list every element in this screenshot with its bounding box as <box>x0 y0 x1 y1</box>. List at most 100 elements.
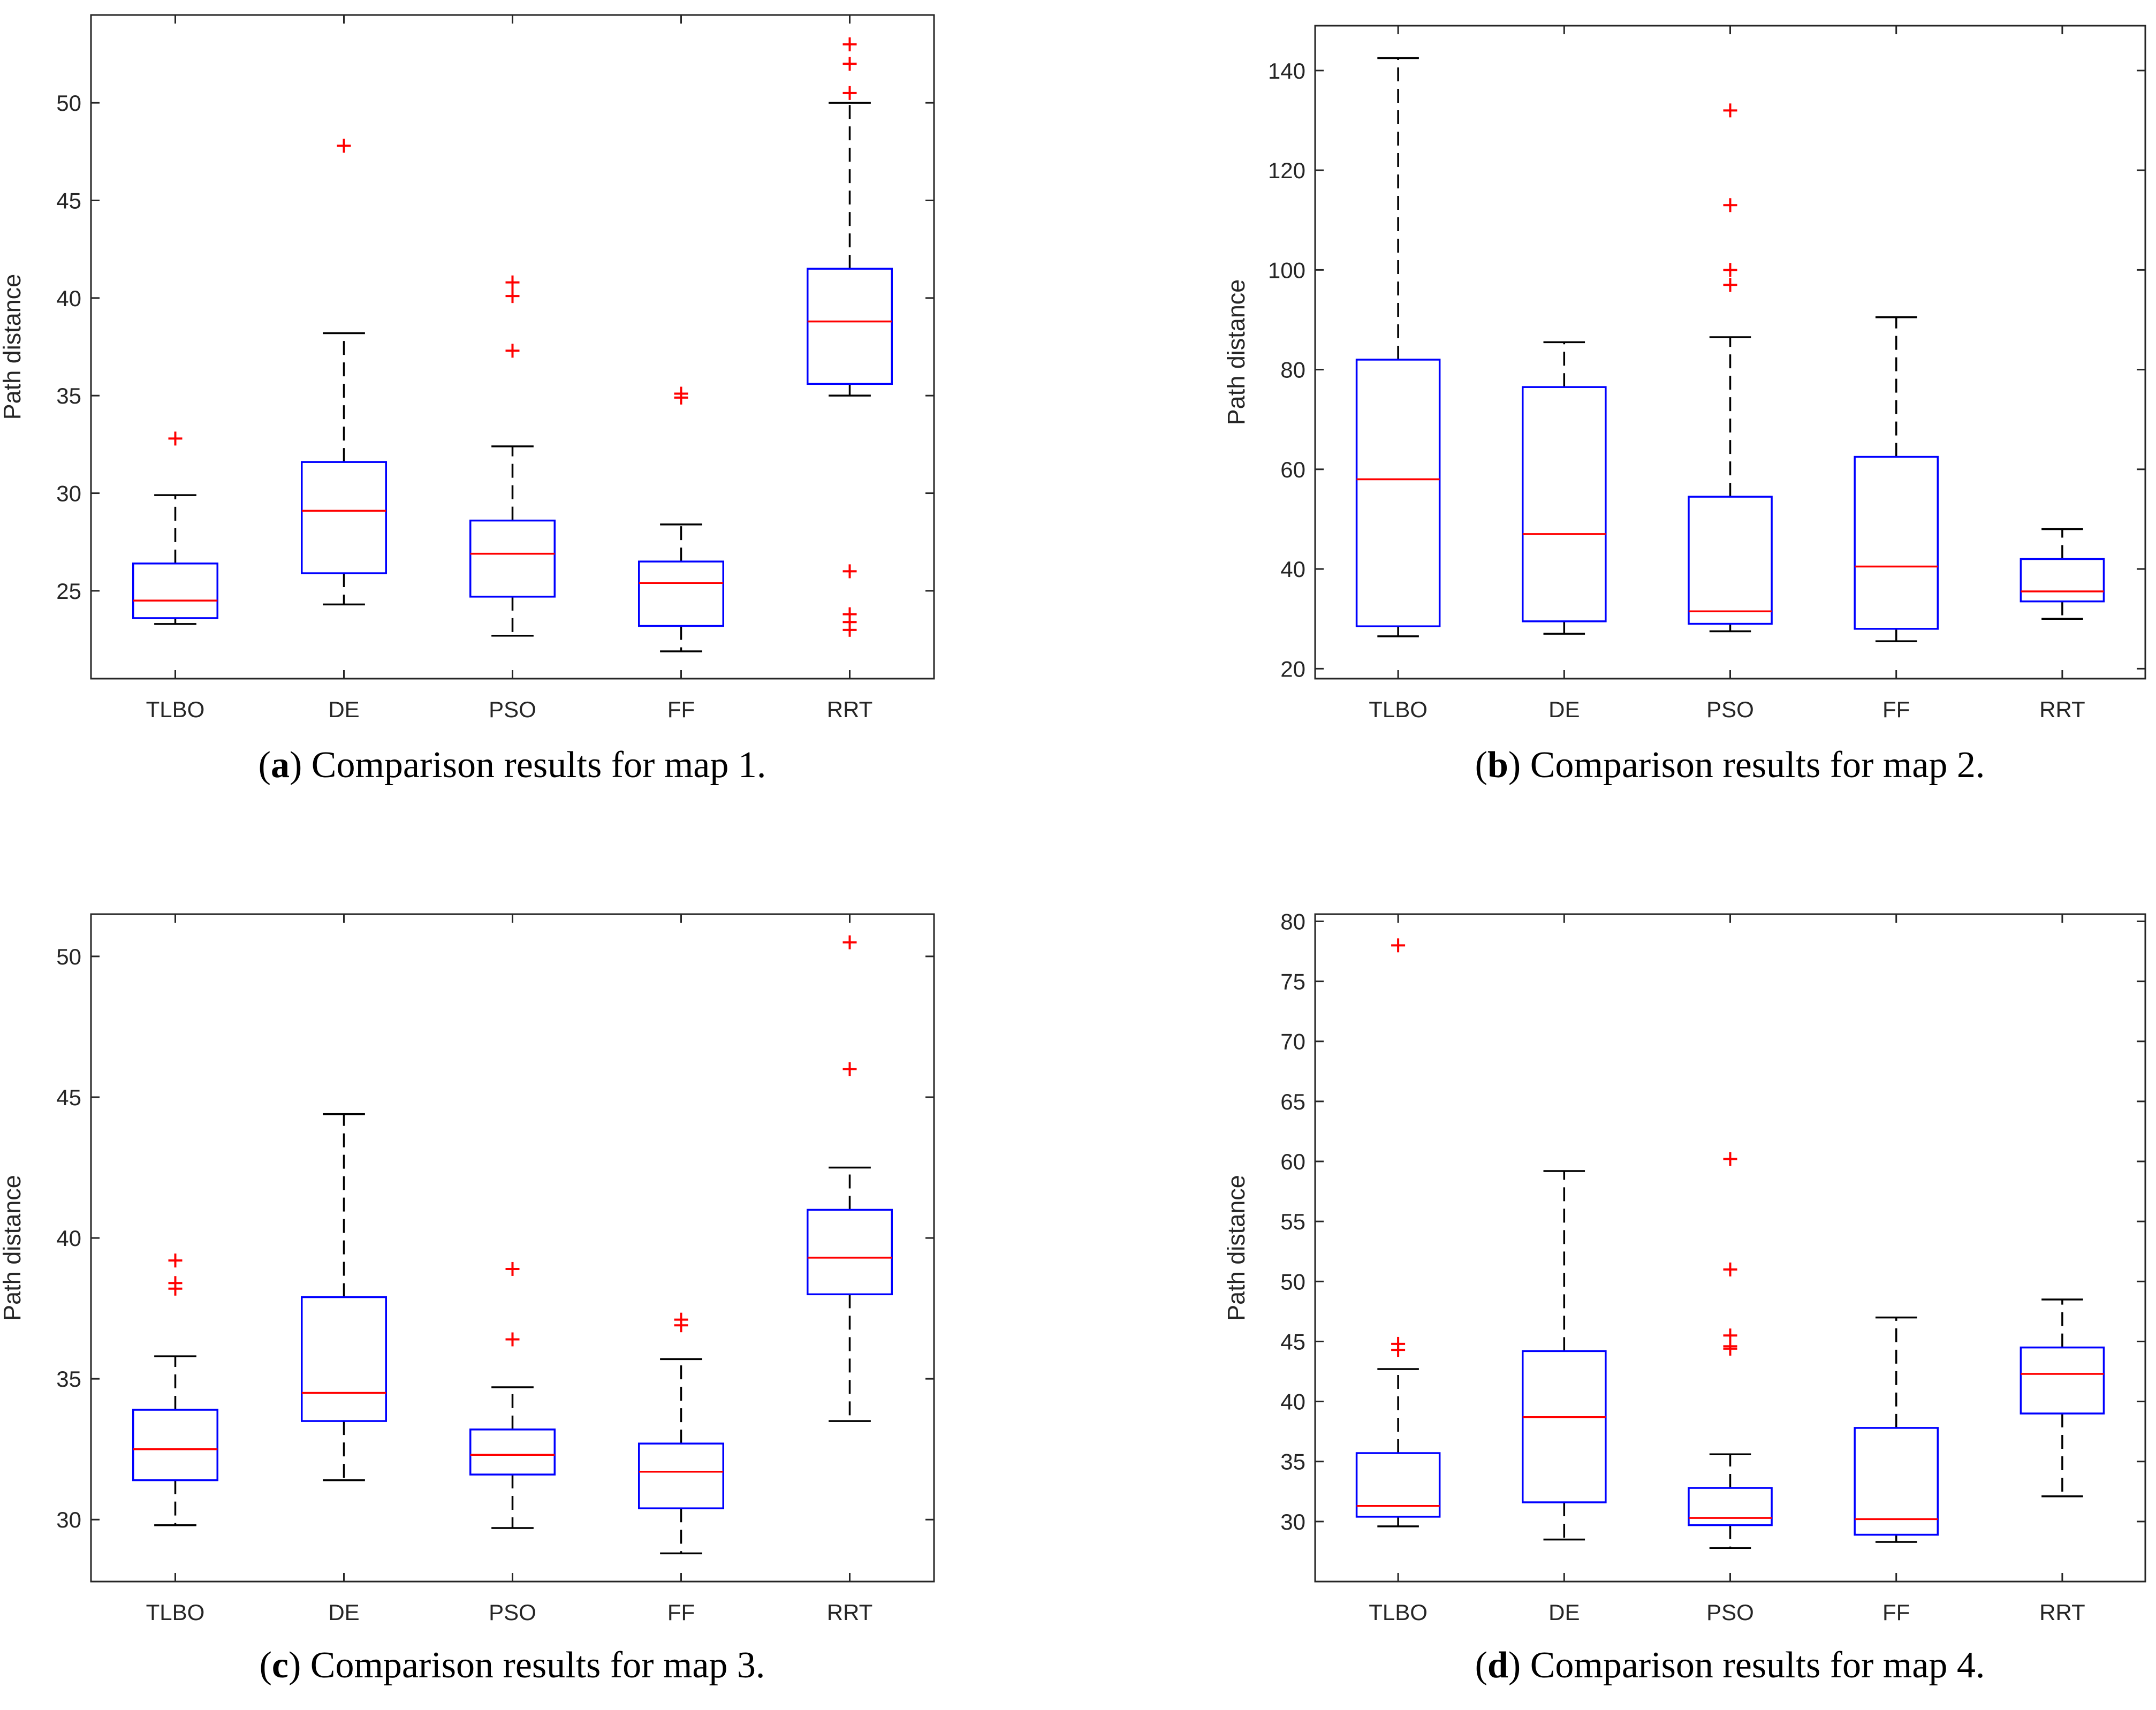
y-tick-label: 65 <box>1280 1089 1305 1114</box>
caption-paren-open: ( <box>1475 1645 1487 1686</box>
outlier-marker <box>674 1312 688 1327</box>
caption-tag: d <box>1487 1645 1508 1686</box>
box-pso <box>469 275 556 637</box>
box-ff <box>1854 1316 1939 1543</box>
x-tick-label: DE <box>328 697 359 722</box>
x-tick-label: TLBO <box>1369 697 1428 722</box>
y-axis-label: Path distance <box>1223 279 1250 425</box>
box-tlbo <box>1355 57 1441 637</box>
x-tick-label: FF <box>667 1600 695 1625</box>
y-tick-label: 30 <box>56 1507 81 1532</box>
y-tick-label: 80 <box>1280 909 1305 934</box>
outlier-marker <box>168 1253 183 1268</box>
outlier-marker <box>168 431 183 446</box>
panel-caption: (d) Comparison results for map 4. <box>1475 1645 1985 1686</box>
iqr-box <box>638 560 724 627</box>
iqr-box <box>1522 386 1607 622</box>
y-tick-label: 60 <box>1280 1149 1305 1174</box>
box-pso <box>469 1261 556 1529</box>
y-tick-label: 140 <box>1268 58 1305 83</box>
iqr-box <box>1854 1427 1939 1536</box>
caption-tag: b <box>1487 744 1508 786</box>
y-tick-label: 70 <box>1280 1029 1305 1054</box>
box-de <box>1522 341 1607 635</box>
outlier-marker <box>842 564 857 579</box>
caption-paren-close: ) <box>289 1645 310 1686</box>
iqr-box <box>1522 1350 1607 1503</box>
iqr-box <box>1854 455 1939 630</box>
caption-text: Comparison results for map 3. <box>310 1645 765 1686</box>
x-tick-label: RRT <box>827 1600 873 1625</box>
box-de <box>301 1113 387 1481</box>
y-tick-label: 120 <box>1268 158 1305 183</box>
x-tick-label: PSO <box>1706 1600 1754 1625</box>
x-tick-label: DE <box>1548 1600 1580 1625</box>
y-tick-label: 35 <box>1280 1449 1305 1475</box>
box-pso <box>1688 1152 1773 1549</box>
iqr-box <box>132 1409 218 1481</box>
y-tick-label: 40 <box>56 286 81 311</box>
outlier-marker <box>505 1332 520 1347</box>
y-tick-label: 60 <box>1280 457 1305 482</box>
caption-paren-close: ) <box>1508 744 1530 786</box>
outlier-marker <box>1723 1328 1737 1343</box>
x-tick-label: TLBO <box>146 1600 205 1625</box>
x-tick-label: RRT <box>2039 1600 2085 1625</box>
box-ff <box>1854 316 1939 642</box>
outlier-marker <box>505 289 520 303</box>
outlier-marker <box>842 57 857 71</box>
outlier-marker <box>1723 278 1737 292</box>
box-tlbo <box>132 431 218 625</box>
outlier-marker <box>1723 263 1737 277</box>
panel-caption: (a) Comparison results for map 1. <box>259 744 766 786</box>
y-tick-label: 35 <box>56 383 81 408</box>
x-tick-label: DE <box>1548 697 1580 722</box>
y-tick-label: 40 <box>1280 557 1305 582</box>
outlier-marker <box>505 344 520 358</box>
outlier-marker <box>1723 198 1737 212</box>
x-tick-label: FF <box>667 697 695 722</box>
x-tick-label: RRT <box>2039 697 2085 722</box>
chart-panel-d: 30 35 40 45 50 55 60 65 70 75 80 Path distance TLBO D… <box>1223 909 2146 1686</box>
y-axis-label: Path distance <box>1223 1175 1250 1321</box>
x-tick-label: FF <box>1882 697 1910 722</box>
caption-paren-open: ( <box>259 744 271 786</box>
outlier-marker <box>842 1062 857 1076</box>
caption-text: Comparison results for map 2. <box>1530 744 1985 786</box>
caption-paren-close: ) <box>1508 1645 1530 1686</box>
y-tick-label: 40 <box>1280 1389 1305 1415</box>
iqr-box <box>469 519 556 598</box>
panel-caption: (c) Comparison results for map 3. <box>260 1645 765 1686</box>
outlier-marker <box>842 86 857 100</box>
y-tick-label: 50 <box>56 944 81 969</box>
iqr-box <box>807 1209 893 1296</box>
box-rrt <box>2020 528 2105 620</box>
outlier-marker <box>842 607 857 621</box>
box-tlbo <box>1355 938 1441 1527</box>
x-tick-label: TLBO <box>146 697 205 722</box>
outlier-marker <box>1723 1262 1737 1276</box>
y-tick-label: 30 <box>56 481 81 506</box>
y-tick-label: 55 <box>1280 1209 1305 1234</box>
x-tick-label: DE <box>328 1600 359 1625</box>
y-tick-label: 30 <box>1280 1509 1305 1534</box>
iqr-box <box>301 1296 387 1422</box>
outlier-marker <box>842 935 857 949</box>
caption-paren-open: ( <box>260 1645 272 1686</box>
box-ff <box>638 1312 724 1555</box>
chart-panel-c: 30 35 40 45 50 Path distance TLBO DE PSO FF RRT (c)… <box>0 913 935 1686</box>
iqr-box <box>132 563 218 619</box>
y-tick-label: 25 <box>56 579 81 604</box>
iqr-box <box>1688 1487 1773 1526</box>
caption-paren-open: ( <box>1475 744 1487 786</box>
box-ff <box>638 386 724 652</box>
iqr-box <box>1355 1452 1441 1518</box>
outlier-marker <box>1391 938 1406 953</box>
outlier-marker <box>842 37 857 51</box>
y-tick-label: 80 <box>1280 358 1305 383</box>
y-tick-label: 45 <box>56 188 81 213</box>
y-tick-label: 50 <box>1280 1269 1305 1294</box>
caption-tag: c <box>272 1645 289 1686</box>
outlier-marker <box>1723 1152 1737 1166</box>
